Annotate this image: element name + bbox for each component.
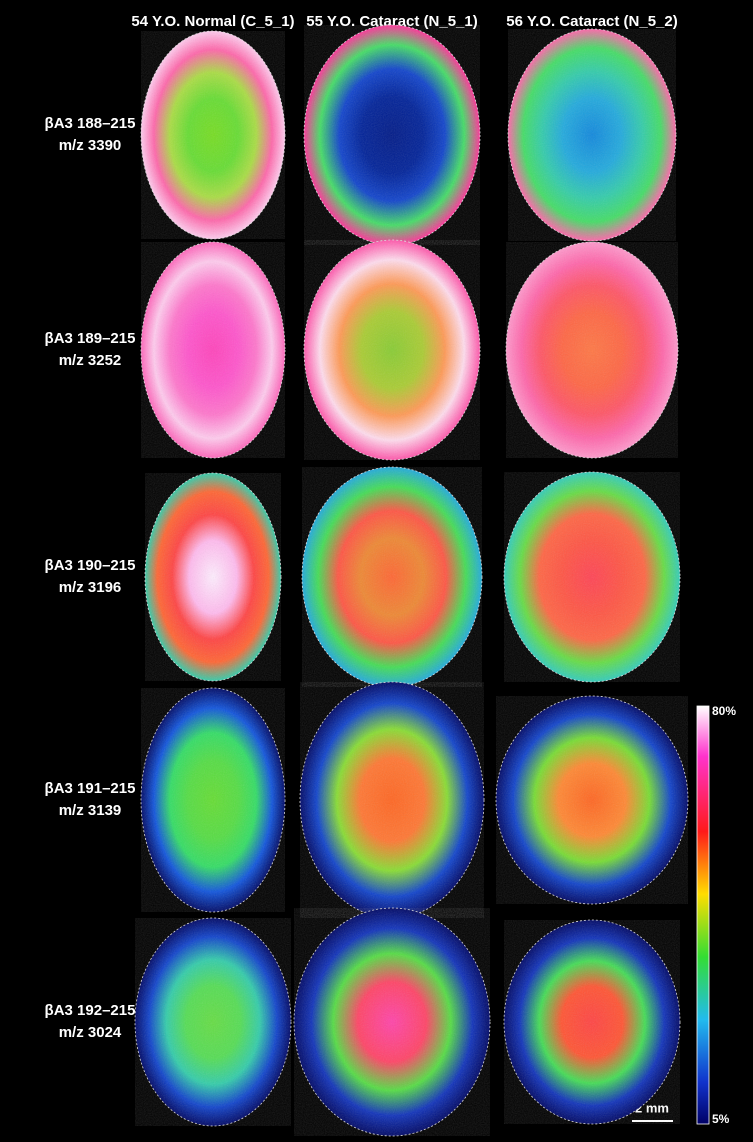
- lens-texture: [141, 688, 285, 912]
- lens-texture: [496, 696, 688, 904]
- lens-texture: [504, 472, 680, 682]
- lens-texture: [300, 682, 484, 918]
- lens-texture: [506, 242, 678, 458]
- colorbar-min: 5%: [712, 1112, 730, 1126]
- lens-texture: [141, 31, 285, 239]
- lens-texture: [135, 918, 291, 1126]
- row-label: βA3 191–215 m/z 3139: [45, 780, 136, 819]
- column-header: 56 Y.O. Cataract (N_5_2): [506, 13, 677, 30]
- lens-texture: [504, 920, 680, 1124]
- column-header: 54 Y.O. Normal (C_5_1): [131, 13, 294, 30]
- lens-texture: [294, 908, 490, 1136]
- lens-texture: [304, 240, 480, 460]
- column-header: 55 Y.O. Cataract (N_5_1): [306, 13, 477, 30]
- row-label: βA3 192–215 m/z 3024: [45, 1002, 136, 1041]
- colorbar: [696, 705, 710, 1125]
- lens-texture: [508, 29, 676, 241]
- row-label: βA3 188–215 m/z 3390: [45, 115, 136, 154]
- lens-texture: [145, 473, 281, 681]
- lens-texture: [302, 467, 482, 687]
- lens-texture: [304, 25, 480, 245]
- colorbar-max: 80%: [712, 704, 736, 718]
- row-label: βA3 190–215 m/z 3196: [45, 557, 136, 596]
- row-label: βA3 189–215 m/z 3252: [45, 330, 136, 369]
- lens-texture: [141, 242, 285, 458]
